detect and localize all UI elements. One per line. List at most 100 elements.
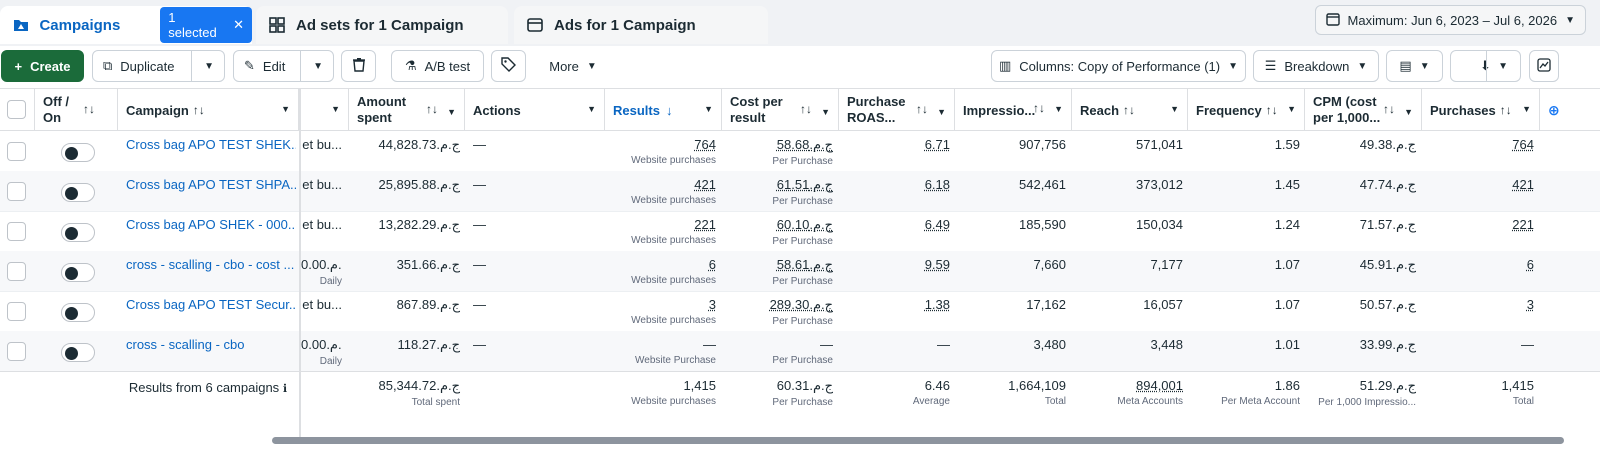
budget-cell[interactable]: et bu... (301, 217, 342, 257)
sort-icon[interactable]: ↑↓ (1265, 103, 1278, 117)
sort-icon[interactable]: ↑↓ (1499, 103, 1512, 117)
create-button[interactable]: + Create (1, 50, 84, 82)
table-row[interactable]: cross - scalling - cbo ج.م.‏0.00 Daily ج.م.… (0, 331, 1600, 372)
campaign-toggle[interactable] (61, 343, 95, 362)
table-row[interactable]: cross - scalling - cbo - cost ... ج.م.‏0.… (0, 251, 1600, 292)
export-button[interactable]: ⬇ ▼ (1450, 50, 1521, 82)
chevron-down-icon[interactable]: ▼ (331, 104, 340, 114)
results-value[interactable]: 764 (694, 137, 716, 152)
chevron-down-icon[interactable]: ▼ (447, 107, 456, 117)
chevron-down-icon[interactable]: ▼ (937, 107, 946, 117)
sort-icon[interactable]: ↑↓ (83, 102, 95, 116)
header-purchases[interactable]: Purchases ↑↓ ▼ (1422, 89, 1540, 131)
roas-value[interactable]: — (937, 337, 950, 352)
tag-button[interactable] (491, 50, 526, 82)
tab-ads[interactable]: Ads for 1 Campaign (514, 6, 768, 44)
budget-cell[interactable]: et bu... (301, 297, 342, 337)
row-checkbox[interactable] (7, 222, 26, 241)
budget-cell[interactable]: ج.م.‏0.00 Daily (301, 337, 342, 377)
table-row[interactable]: Cross bag APO TEST Secur... et bu... ج.م.‏… (0, 291, 1600, 332)
table-row[interactable]: Cross bag APO TEST SHPA... et bu... ج.م.‏2… (0, 171, 1600, 212)
chevron-down-icon[interactable]: ▼ (204, 60, 214, 72)
campaign-name-link[interactable]: Cross bag APO TEST SHPA... (126, 177, 296, 192)
results-value[interactable]: 6 (708, 257, 716, 272)
results-value[interactable]: 3 (708, 297, 716, 312)
cpr-value[interactable]: ج.م.‏60.10 (776, 217, 833, 232)
more-button[interactable]: More ▼ (538, 50, 608, 82)
roas-value[interactable]: 9.59 (924, 257, 950, 272)
purchases-value[interactable]: 764 (1512, 137, 1534, 152)
ab-test-button[interactable]: ⚗ A/B test (391, 50, 484, 82)
results-value[interactable]: 221 (694, 217, 716, 232)
horizontal-scrollbar[interactable] (272, 437, 1564, 444)
header-reach[interactable]: Reach ↑↓ ▼ (1072, 89, 1188, 131)
edit-button[interactable]: ✎ Edit ▼ (233, 50, 334, 82)
chevron-down-icon[interactable]: ▼ (1498, 60, 1508, 72)
chevron-down-icon[interactable]: ▼ (1522, 104, 1531, 114)
campaign-toggle[interactable] (61, 143, 95, 162)
results-value[interactable]: — (703, 337, 716, 352)
chevron-down-icon[interactable]: ▼ (1054, 104, 1063, 114)
add-column-icon[interactable]: ⊕ (1548, 101, 1560, 118)
campaign-name-link[interactable]: Cross bag APO SHEK - 000... (126, 217, 296, 232)
campaign-name-link[interactable]: Cross bag APO TEST SHEK... (126, 137, 296, 152)
row-checkbox[interactable] (7, 262, 26, 281)
sort-icon[interactable]: ↑↓ (426, 102, 438, 116)
chevron-down-icon[interactable]: ▼ (1170, 104, 1179, 114)
select-all-checkbox[interactable] (7, 100, 26, 119)
sort-icon[interactable]: ↑↓ (916, 102, 928, 116)
sort-icon[interactable]: ↑↓ (800, 102, 812, 116)
row-checkbox[interactable] (7, 302, 26, 321)
roas-value[interactable]: 6.71 (924, 137, 950, 152)
roas-value[interactable]: 6.49 (924, 217, 950, 232)
roas-value[interactable]: 6.18 (924, 177, 950, 192)
purchases-value[interactable]: 3 (1526, 297, 1534, 312)
header-off-on[interactable]: Off / On ↑↓ (35, 89, 118, 131)
breakdown-button[interactable]: ☰ Breakdown ▼ (1253, 50, 1379, 82)
totals-reach-value[interactable]: 894,001 (1136, 378, 1183, 393)
tab-campaigns[interactable]: Campaigns 1 selected ✕ (0, 6, 252, 44)
chevron-down-icon[interactable]: ▼ (821, 107, 830, 117)
table-row[interactable]: Cross bag APO SHEK - 000... et bu... ج.م.‏… (0, 211, 1600, 252)
sort-icon[interactable]: ↑↓ (1123, 103, 1136, 117)
date-range-button[interactable]: Maximum: Jun 6, 2023 – Jul 6, 2026 ▼ (1314, 5, 1586, 35)
header-purchase-roas[interactable]: Purchase ROAS... ↑↓ ▼ (839, 89, 955, 131)
row-checkbox[interactable] (7, 342, 26, 361)
sort-icon[interactable]: ↑↓ (192, 103, 205, 117)
header-cpm[interactable]: CPM (cost per 1,000... ↑↓ ▼ (1305, 89, 1422, 131)
cpr-value[interactable]: ج.م.‏289.30 (769, 297, 833, 312)
campaign-name-link[interactable]: Cross bag APO TEST Secur... (126, 297, 296, 312)
purchases-value[interactable]: 6 (1526, 257, 1534, 272)
campaign-toggle[interactable] (61, 303, 95, 322)
results-value[interactable]: 421 (694, 177, 716, 192)
header-campaign[interactable]: Campaign ↑↓ ▼ (118, 89, 299, 131)
roas-value[interactable]: 1.38 (924, 297, 950, 312)
reports-button[interactable]: ▤ ▼ (1386, 50, 1443, 82)
budget-cell[interactable]: et bu... (301, 137, 342, 177)
header-impressions[interactable]: Impressio... ↑↓ ▼ (955, 89, 1072, 131)
info-icon[interactable]: ℹ (282, 383, 287, 395)
sort-icon[interactable]: ↑↓ (1383, 102, 1395, 116)
row-checkbox[interactable] (7, 182, 26, 201)
row-checkbox[interactable] (7, 142, 26, 161)
delete-button[interactable] (341, 50, 376, 82)
chevron-down-icon[interactable]: ▼ (1404, 107, 1413, 117)
campaign-name-link[interactable]: cross - scalling - cbo - cost ... (126, 257, 295, 272)
campaign-toggle[interactable] (61, 263, 95, 282)
purchases-value[interactable]: — (1521, 337, 1534, 352)
selected-pill[interactable]: 1 selected ✕ (160, 7, 252, 43)
budget-cell[interactable]: et bu... (301, 177, 342, 217)
chevron-down-icon[interactable]: ▼ (587, 104, 596, 114)
cpr-value[interactable]: ج.م.‏61.51 (776, 177, 833, 192)
header-budget[interactable]: ▼ (301, 89, 349, 131)
chevron-down-icon[interactable]: ▼ (281, 104, 290, 114)
clear-selection-icon[interactable]: ✕ (233, 17, 244, 32)
tab-adsets[interactable]: Ad sets for 1 Campaign (256, 6, 508, 44)
cpr-value[interactable]: ج.م.‏58.61 (776, 257, 833, 272)
purchases-value[interactable]: 221 (1512, 217, 1534, 232)
cpr-value[interactable]: — (820, 337, 833, 352)
campaign-toggle[interactable] (61, 223, 95, 242)
header-amount-spent[interactable]: Amount spent ↑↓ ▼ (349, 89, 465, 131)
chevron-down-icon[interactable]: ▼ (1287, 104, 1296, 114)
charts-button[interactable] (1529, 50, 1559, 82)
